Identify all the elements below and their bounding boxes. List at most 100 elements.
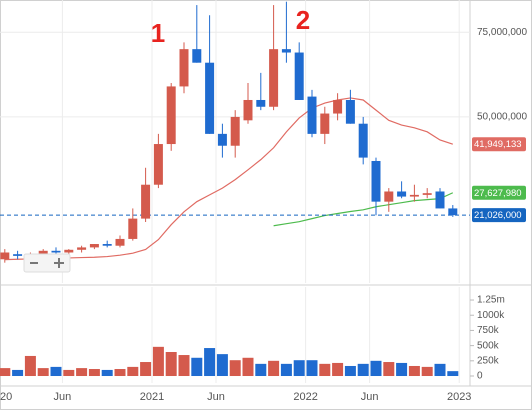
volume-tick-label: 0 <box>477 371 483 382</box>
candle-body <box>333 99 343 114</box>
volume-bar <box>114 369 126 377</box>
volume-bar <box>357 363 369 377</box>
moving-average-line <box>273 192 454 227</box>
candle-body <box>115 238 125 246</box>
volume-bar <box>242 357 254 377</box>
candle-body <box>77 247 87 250</box>
candle-body <box>13 254 23 256</box>
candle-body <box>358 123 368 158</box>
y-tick-label: 50,000,000 <box>477 112 527 123</box>
x-tick-label: 20 <box>0 391 12 403</box>
volume-tick-label: 750k <box>477 325 500 336</box>
candle-body <box>230 116 240 146</box>
volume-tick-label: 250k <box>477 355 500 366</box>
volume-bar <box>268 360 280 377</box>
candle-body <box>320 113 330 134</box>
candle-body <box>281 49 291 53</box>
candle-body <box>345 99 355 124</box>
candle-body <box>192 49 202 63</box>
volume-bar <box>178 355 190 377</box>
volume-bar <box>165 352 177 377</box>
volume-bar <box>216 354 228 377</box>
volume-bar <box>50 366 62 377</box>
volume-bar <box>396 362 408 377</box>
volume-bar <box>24 355 36 377</box>
candle-body <box>141 184 151 219</box>
candle-body <box>409 194 419 197</box>
candle-body <box>89 244 99 248</box>
volume-bar <box>306 360 318 377</box>
volume-bar <box>204 348 216 377</box>
volume-bar <box>63 369 75 377</box>
volume-tick-label: 500k <box>477 340 500 351</box>
volume-bar <box>229 360 241 377</box>
candle-body <box>38 250 48 255</box>
volume-bar <box>140 362 152 377</box>
volume-bar <box>127 366 139 377</box>
volume-bar <box>88 369 100 377</box>
candle-body <box>102 244 112 246</box>
x-tick-label: 2022 <box>293 391 317 403</box>
annotation: 1 <box>151 18 165 48</box>
candle-body <box>179 49 189 87</box>
value-label: 41,949,133 <box>474 139 522 150</box>
volume-bar <box>319 363 331 377</box>
candle-body <box>64 249 74 253</box>
value-label-box <box>472 137 526 152</box>
x-tick-label: Jun <box>54 391 72 403</box>
value-label-box <box>472 185 526 200</box>
volume-bar <box>152 346 164 377</box>
x-tick-label: Jun <box>207 391 225 403</box>
volume-bar <box>344 365 356 377</box>
volume-tick-label: 1.25m <box>477 295 505 306</box>
candle-body <box>153 144 163 185</box>
candle-body <box>294 52 304 100</box>
volume-bar <box>76 368 88 377</box>
candle-body <box>243 99 253 121</box>
candle-body <box>307 96 317 134</box>
candle-body <box>166 86 176 145</box>
volume-bar <box>101 369 113 377</box>
volume-bar <box>447 371 459 377</box>
x-tick-label: Jun <box>361 391 379 403</box>
volume-bar <box>255 363 267 377</box>
candle-body <box>205 62 215 134</box>
volume-bar <box>12 369 24 377</box>
candle-body <box>448 208 458 216</box>
value-label: 21,026,000 <box>474 210 522 221</box>
x-tick-label: 2023 <box>447 391 471 403</box>
volume-bar <box>332 362 344 377</box>
candle-body <box>384 191 394 202</box>
volume-bar <box>434 363 446 377</box>
volume-bar <box>408 365 420 377</box>
moving-average-line <box>4 97 453 261</box>
volume-bar <box>0 368 11 377</box>
candle-body <box>256 99 266 107</box>
candle-body <box>269 49 279 107</box>
volume-bar <box>370 360 382 377</box>
candle-body <box>51 250 61 253</box>
volume-bar <box>191 357 203 377</box>
volume-bar <box>293 360 305 377</box>
annotation: 2 <box>296 5 310 35</box>
volume-bar <box>421 366 433 377</box>
candle-body <box>0 252 10 260</box>
volume-bar <box>37 368 49 377</box>
candle-body <box>435 191 445 209</box>
x-tick-label: 2021 <box>140 391 164 403</box>
candle-body <box>422 193 432 195</box>
volume-tick-label: 1000k <box>477 310 505 321</box>
value-label: 27,627,980 <box>474 188 522 199</box>
volume-bar <box>383 362 395 377</box>
candle-body <box>128 218 138 239</box>
y-tick-label: 75,000,000 <box>477 27 527 38</box>
candle-body <box>371 160 381 202</box>
candle-body <box>217 133 227 146</box>
zoom-control[interactable] <box>23 253 71 273</box>
value-label-box <box>472 208 526 223</box>
candle-body <box>397 191 407 197</box>
volume-bar <box>280 363 292 377</box>
